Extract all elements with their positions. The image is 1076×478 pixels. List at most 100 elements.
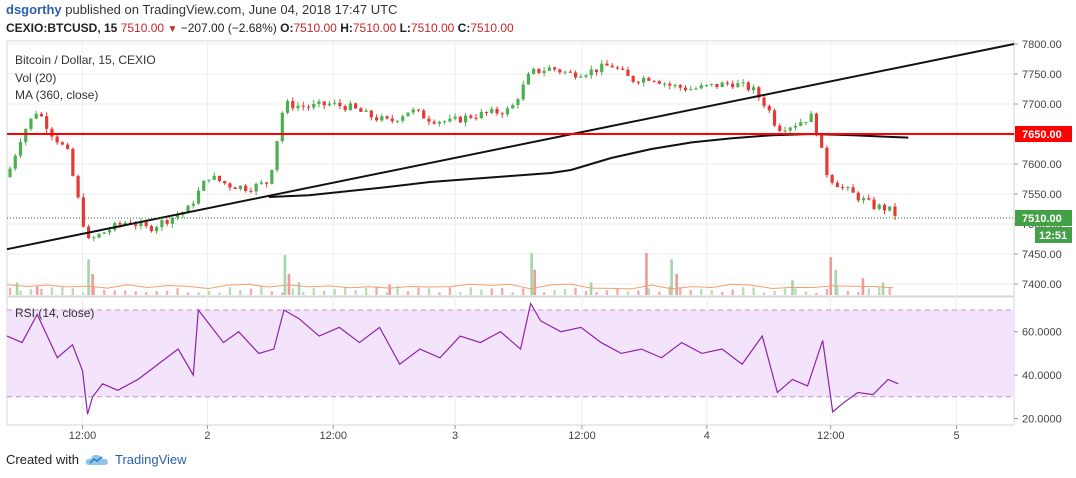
volume-bar-45 [480, 289, 483, 295]
candle-body-144 [762, 97, 766, 106]
candle-body-147 [778, 125, 782, 131]
volume-bar-22 [239, 290, 242, 295]
volume-bar-57 [605, 290, 609, 295]
close-label: C: [457, 21, 471, 35]
candle-body-114 [605, 63, 609, 66]
candle-body-101 [537, 68, 541, 73]
volume-bar-33 [354, 290, 357, 295]
candle-body-136 [720, 82, 724, 88]
tradingview-brand[interactable]: TradingView [114, 452, 187, 467]
candles [8, 59, 897, 242]
candle-body-57 [306, 106, 311, 108]
candle-body-52 [280, 112, 284, 142]
volume-bar-0 [8, 287, 12, 295]
publish-info: dsgorthy published on TradingView.com, J… [6, 2, 397, 17]
volume-bar-66 [700, 288, 703, 295]
candle-body-14 [81, 197, 85, 227]
volume-bar-15 [165, 290, 169, 295]
rsi-band-fill [7, 310, 1014, 397]
candle-body-113 [600, 63, 604, 73]
last-price-tag-bg [1015, 210, 1072, 226]
volume-bar-28 [302, 291, 305, 295]
candle-body-92 [490, 108, 494, 113]
volume-spike-7 [388, 284, 391, 295]
price-tick-label-1: 7750.00 [1022, 69, 1062, 81]
legend-pair[interactable]: Bitcoin / Dollar, 15, CEXIO [15, 53, 156, 67]
volume-bar-74 [783, 288, 787, 295]
volume-bar-35 [375, 286, 378, 295]
volume-bar-9 [103, 289, 106, 295]
volume-spike-1 [35, 286, 39, 295]
volume-spike-13 [675, 274, 678, 295]
last-price-tag: 7510.00 [1022, 213, 1062, 225]
volume-bar-80 [846, 290, 850, 295]
candle-body-70 [374, 117, 379, 121]
candle-body-83 [443, 121, 447, 123]
candle-body-163 [861, 198, 866, 201]
volume-bar-30 [323, 290, 326, 295]
author-name[interactable]: dsgorthy [6, 2, 62, 17]
candle-body-138 [731, 83, 735, 88]
volume-bar-13 [144, 291, 148, 295]
candle-body-48 [259, 182, 263, 184]
volume-bar-32 [343, 286, 347, 295]
time-tick-label-2: 12:00 [320, 430, 348, 442]
candle-body-100 [532, 68, 536, 74]
legend-rsi[interactable]: RSI (14, close) [15, 306, 95, 320]
volume-bar-44 [469, 287, 473, 295]
candle-body-16 [92, 237, 96, 239]
countdown-tag: 12:51 [1039, 230, 1067, 242]
volume-bar-42 [448, 287, 452, 295]
volume-bar-59 [626, 291, 630, 295]
rsi-axis[interactable]: 60.0000 40.0000 20.0000 [1014, 327, 1062, 426]
volume-bar-43 [459, 292, 462, 295]
low-value: 7510.00 [410, 21, 455, 35]
candle-body-17 [97, 233, 101, 238]
volume-spike-2 [87, 259, 90, 295]
candle-body-142 [751, 87, 756, 91]
candle-body-151 [799, 122, 803, 126]
volume-bar-71 [752, 287, 755, 295]
volume-bar-39 [417, 287, 420, 295]
candle-body-154 [814, 113, 819, 136]
time-tick-label-6: 12:00 [817, 430, 845, 442]
candle-body-68 [364, 110, 368, 112]
candle-body-28 [155, 227, 159, 232]
candle-body-140 [741, 82, 745, 84]
candle-body-145 [767, 105, 771, 111]
price-axis[interactable]: 7800.00 7750.00 7700.00 7650.00 7600.00 7550.… [1014, 39, 1062, 291]
candle-body-137 [725, 82, 730, 84]
candle-body-120 [636, 81, 640, 83]
candle-body-168 [888, 206, 892, 211]
candle-body-91 [484, 111, 489, 113]
legend-ma[interactable]: MA (360, close) [15, 88, 99, 102]
candle-body-58 [312, 103, 316, 108]
down-triangle-icon: ▼ [167, 24, 178, 35]
candle-body-62 [333, 102, 337, 104]
price-tick-label-5: 7550.00 [1022, 189, 1062, 201]
price-change: −207.00 (−2.68%) [180, 21, 277, 35]
candle-body-60 [322, 101, 326, 106]
rsi-tick-label-1: 40.0000 [1022, 370, 1062, 382]
volume-bar-79 [836, 286, 839, 295]
symbol-info: CEXIO:BTCUSD, 15 7510.00 ▼ −207.00 (−2.6… [6, 21, 514, 35]
level-price-tag-bg [1015, 126, 1072, 142]
volume-bar-68 [720, 291, 724, 295]
candle-body-19 [107, 229, 112, 233]
trendline[interactable] [6, 43, 1015, 251]
candle-body-165 [872, 199, 876, 209]
candle-body-118 [626, 69, 630, 76]
created-with-text: Created with [6, 452, 79, 467]
price-tags: 7650.00 7510.00 12:51 [1015, 126, 1072, 243]
price-tick-label-2: 7700.00 [1022, 99, 1062, 111]
volume-bar-40 [427, 288, 431, 295]
candle-body-7 [45, 116, 49, 129]
candle-body-81 [432, 121, 436, 124]
time-axis[interactable]: 12:00 2 12:00 3 12:00 4 12:00 5 [69, 425, 960, 442]
footer: Created with TradingView [6, 452, 187, 467]
time-tick-label-5: 4 [704, 430, 710, 442]
candle-body-8 [50, 128, 54, 137]
legend-volume[interactable]: Vol (20) [15, 71, 57, 85]
candle-body-98 [521, 84, 525, 100]
